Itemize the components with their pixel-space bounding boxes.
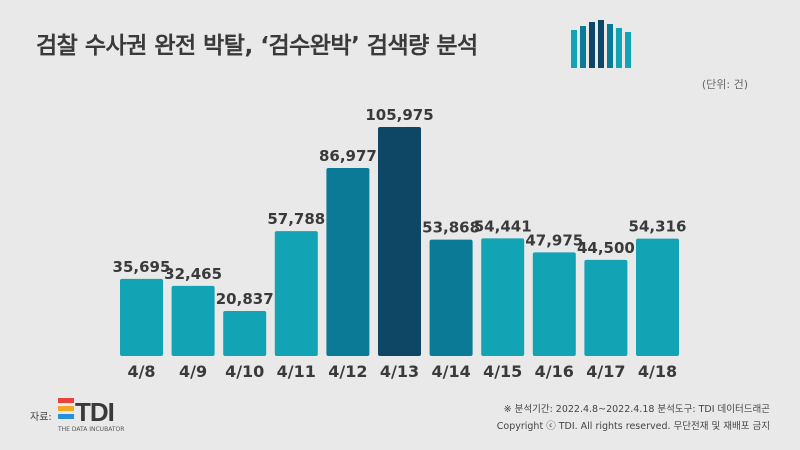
bar-4-16: [532, 252, 576, 356]
chart-title: 검찰 수사권 완전 박탈, ‘검수완박’ 검색량 분석: [36, 33, 478, 59]
bar-4-9: [171, 285, 215, 356]
x-tick-label: 4/11: [277, 362, 316, 381]
bar-logo-icon: [571, 20, 631, 68]
x-tick-label: 4/17: [586, 362, 625, 381]
source-label: 자료:: [30, 412, 52, 423]
x-tick-label: 4/12: [328, 362, 367, 381]
value-label: 44,500: [577, 239, 635, 257]
x-tick-label: 4/18: [638, 362, 677, 381]
x-tick-label: 4/14: [431, 362, 470, 381]
value-label: 86,977: [319, 147, 377, 165]
value-label: 105,975: [365, 106, 433, 124]
bar-4-15: [481, 238, 525, 356]
value-label: 35,695: [113, 258, 171, 276]
value-label: 20,837: [216, 290, 274, 308]
bar-4-11: [274, 231, 318, 356]
tdi-logo-subtitle: THE DATA INCUBATOR: [58, 426, 125, 433]
bar-4-17: [584, 259, 628, 356]
bar-4-10: [223, 310, 267, 356]
footnote-period: ※ 분석기간: 2022.4.8~2022.4.18 분석도구: TDI 데이터…: [503, 404, 770, 415]
x-tick-label: 4/9: [179, 362, 207, 381]
value-label: 53,868: [422, 219, 480, 237]
x-tick-label: 4/8: [127, 362, 155, 381]
x-tick-label: 4/15: [483, 362, 522, 381]
bar-4-12: [326, 168, 370, 356]
value-label: 47,975: [525, 231, 583, 249]
x-tick-label: 4/10: [225, 362, 264, 381]
value-label: 32,465: [164, 265, 222, 283]
tdi-logo-text: TDI: [75, 397, 115, 427]
value-label: 57,788: [267, 210, 325, 228]
value-label: 54,441: [474, 217, 532, 235]
bar-4-18: [636, 238, 679, 356]
x-tick-label: 4/13: [380, 362, 419, 381]
bar-4-14: [429, 239, 473, 356]
footnote-copyright: Copyright ⓒ TDI. All rights reserved. 무단…: [496, 421, 770, 432]
bar-4-13: [378, 127, 421, 356]
x-tick-label: 4/16: [535, 362, 574, 381]
unit-label: (단위: 건): [701, 78, 748, 91]
value-label: 54,316: [629, 218, 687, 236]
tdi-logo-icon: [58, 398, 74, 419]
bar-4-8: [120, 278, 163, 356]
